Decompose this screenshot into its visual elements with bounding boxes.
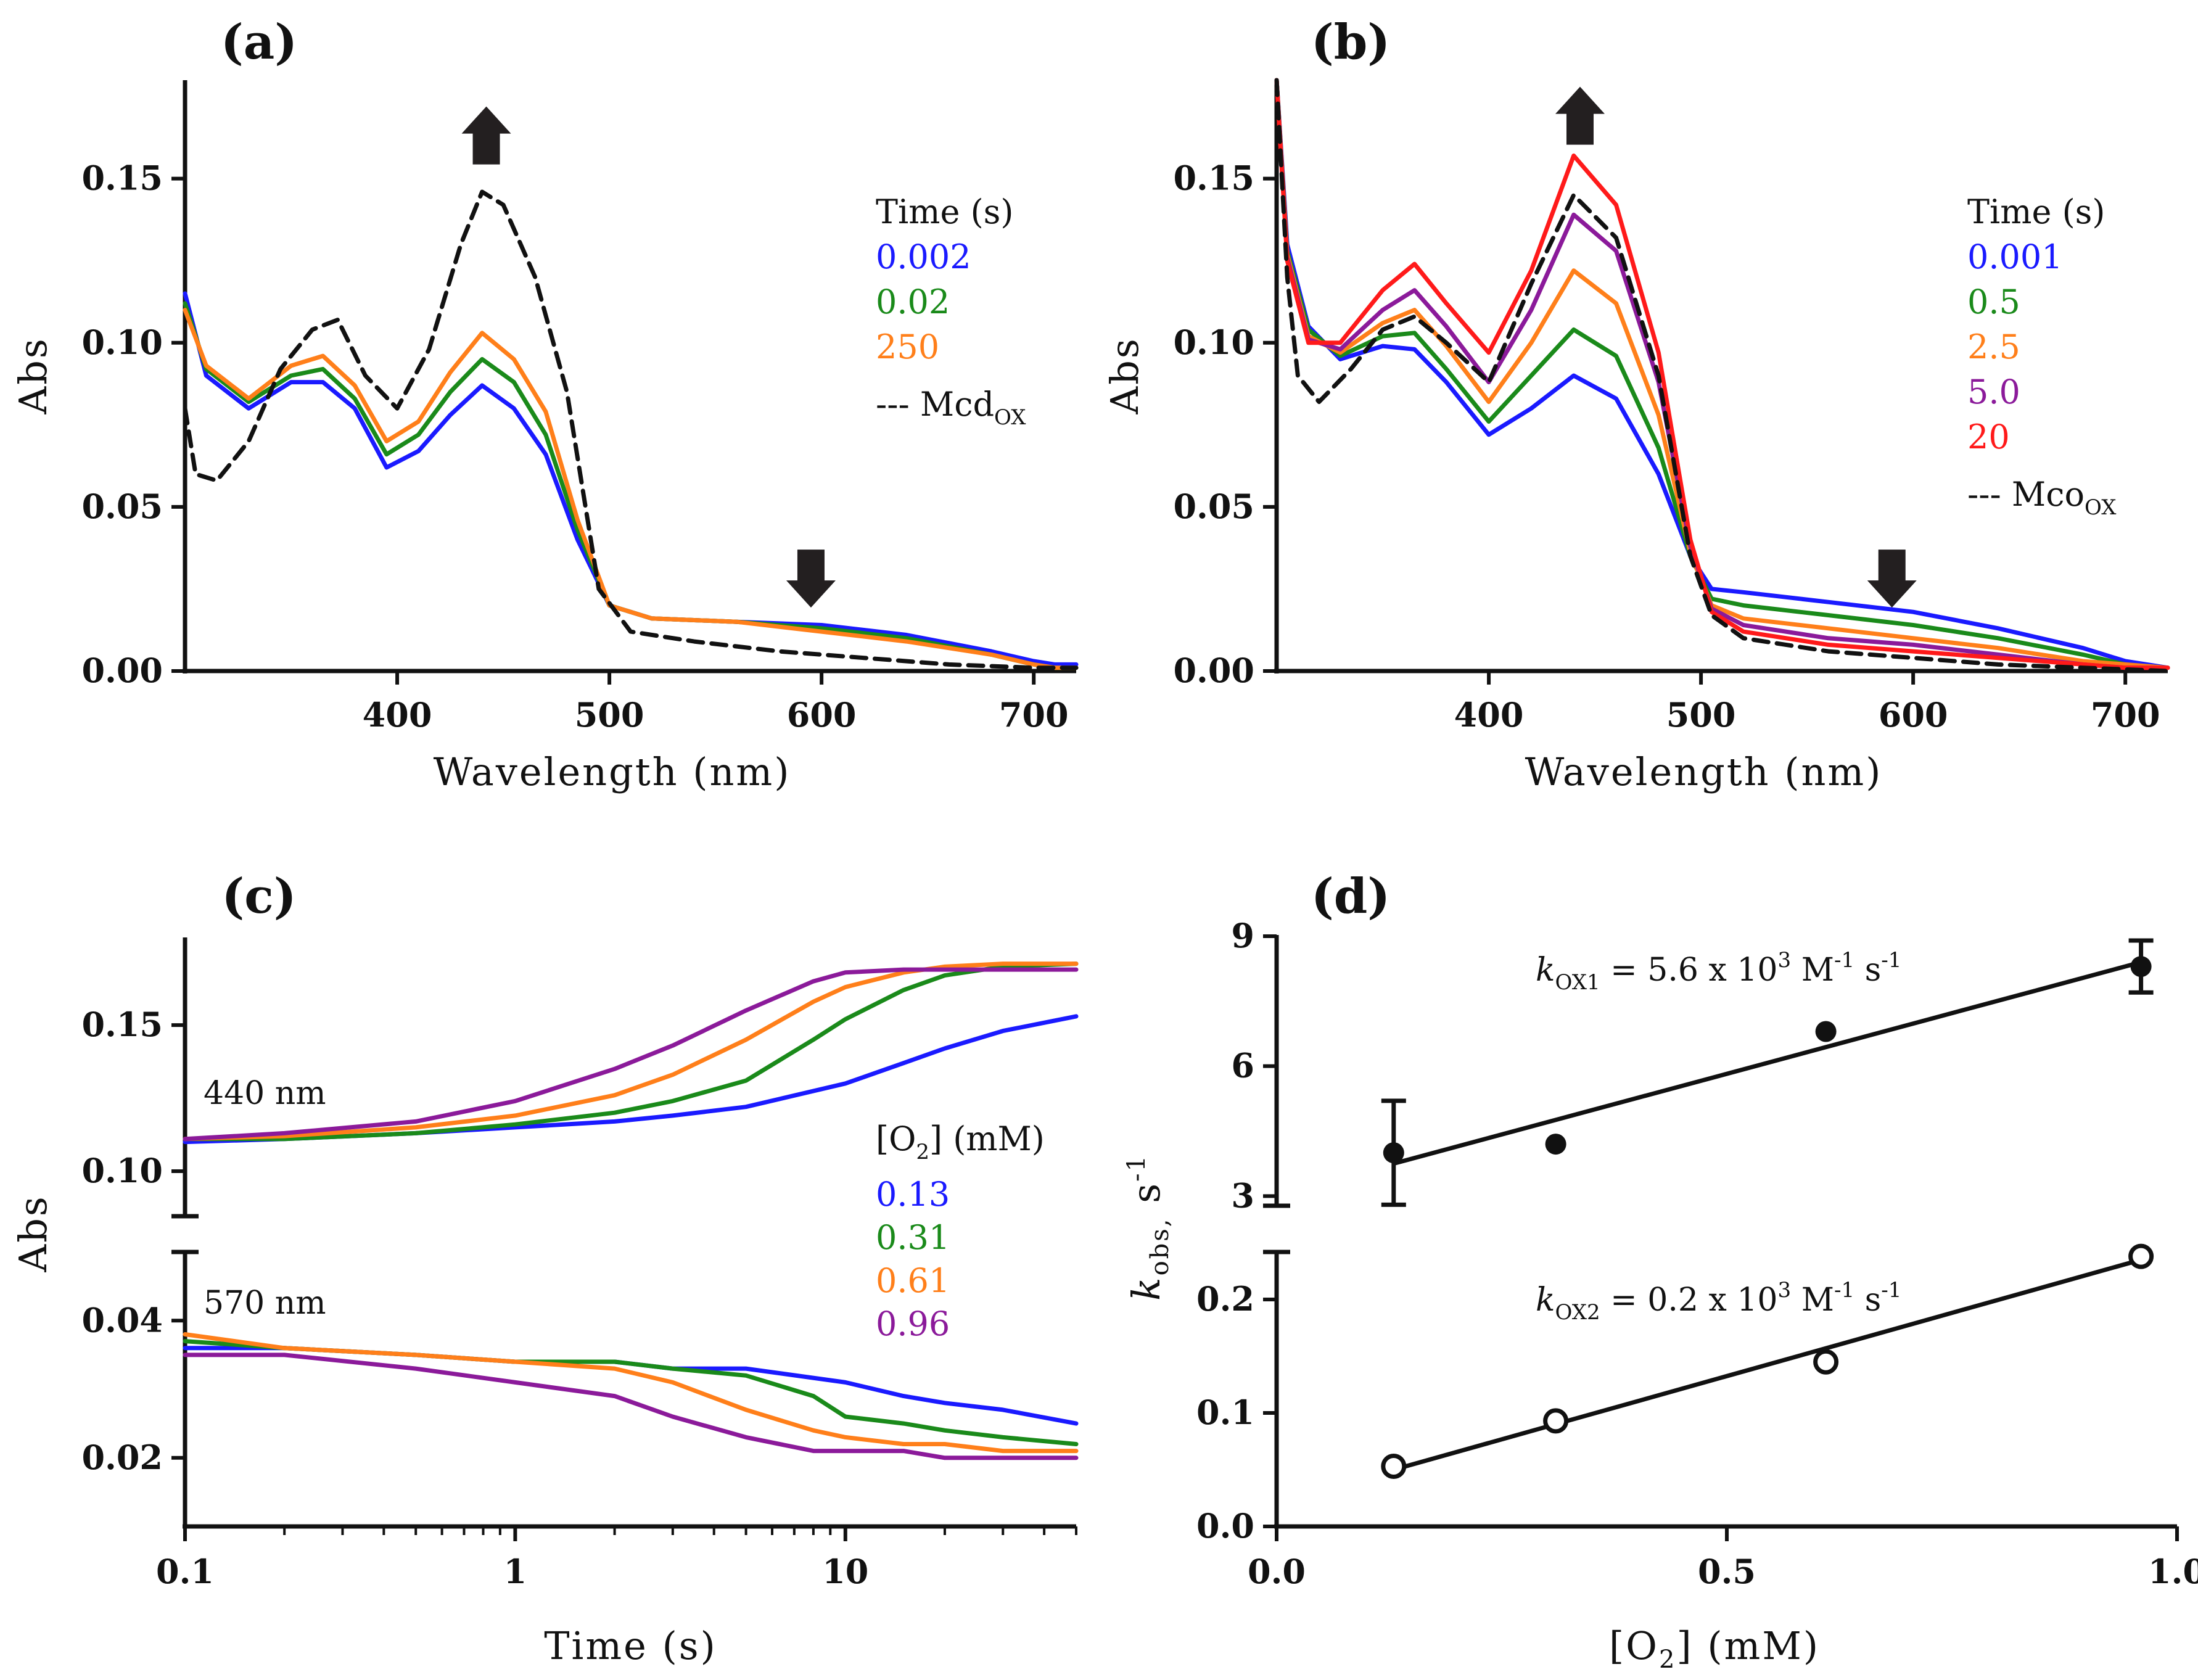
series-line-570 xyxy=(183,1353,1079,1460)
y-axis-label: kobs, s-1 xyxy=(1122,1154,1174,1301)
y-tick-label: 0.0 xyxy=(1196,1506,1254,1546)
data-point xyxy=(1545,1134,1566,1155)
y-tick-label: 0.00 xyxy=(81,651,163,690)
y-axis-label: Abs xyxy=(1102,337,1147,414)
legend-entry: 20 xyxy=(1967,418,2010,456)
wavelength-label: 570 nm xyxy=(204,1285,326,1322)
legend-title: [O2] (mM) xyxy=(876,1119,1045,1164)
series-line-440 xyxy=(183,961,1079,1142)
legend-entry: 0.001 xyxy=(1967,237,2063,276)
panel-c: 0.1 1 10 0.10 0.15 0.02 0.04 440 nm 570 nm (c) Tim… xyxy=(10,868,1079,1668)
legend-entry: 0.61 xyxy=(876,1261,950,1300)
x-axis-label: Wavelength (nm) xyxy=(1525,749,1883,794)
x-tick-label: 600 xyxy=(1879,695,1948,735)
data-point xyxy=(1813,1349,1839,1375)
y-tick-label: 0.15 xyxy=(81,1005,163,1044)
legend-entry: 250 xyxy=(876,327,939,366)
data-point xyxy=(2128,1243,2154,1269)
fit-line xyxy=(1393,960,2142,1166)
y-tick-label: 0.2 xyxy=(1196,1279,1254,1319)
data-point xyxy=(1381,1453,1407,1479)
data-point xyxy=(2130,956,2152,978)
y-tick-label: 0.15 xyxy=(81,159,163,198)
legend-title: Time (s) xyxy=(1967,192,2105,231)
y-tick-label: 0.05 xyxy=(81,487,163,526)
arrow-down-icon xyxy=(786,550,836,608)
x-tick-label: 0.0 xyxy=(1248,1552,1306,1591)
y-axis-label: Abs xyxy=(10,337,56,414)
x-tick-label: 500 xyxy=(1666,695,1736,735)
x-tick-label: 1.0 xyxy=(2148,1552,2198,1591)
series-line xyxy=(1274,78,2170,670)
x-tick-label: 0.1 xyxy=(156,1552,214,1591)
panel-d: 0.0 0.5 1.0 3 6 9 0.0 0.1 0.2 (d) [O2] (mM) kobs, s… xyxy=(1122,868,2198,1674)
series-line xyxy=(183,308,1079,670)
series-line-570 xyxy=(183,1332,1079,1454)
y-tick-label: 0.05 xyxy=(1173,487,1254,526)
y-tick-label: 0.02 xyxy=(81,1438,163,1477)
panel-a: 400 500 600 700 0.00 0.05 0.10 0.15 (a) Wavelengt… xyxy=(10,14,1079,794)
legend-entry: 5.0 xyxy=(1967,373,2020,411)
x-tick-label: 700 xyxy=(999,695,1069,735)
y-tick-label: 0.10 xyxy=(81,323,163,362)
legend-entry: 0.5 xyxy=(1967,282,2020,321)
arrow-down-icon xyxy=(1867,550,1917,608)
y-tick-label: 0.04 xyxy=(81,1300,163,1340)
series-line xyxy=(183,291,1079,667)
x-tick-label: 1 xyxy=(504,1552,527,1591)
x-axis-label: Wavelength (nm) xyxy=(434,749,791,794)
x-tick-label: 700 xyxy=(2091,695,2160,735)
data-point xyxy=(1815,1021,1837,1042)
panel-label: (c) xyxy=(221,868,296,924)
legend-entry: 0.31 xyxy=(876,1218,950,1257)
series-line-440 xyxy=(183,961,1079,1142)
legend-entry: 0.02 xyxy=(876,282,950,321)
legend-entry: --- McoOX xyxy=(1967,475,2117,520)
legend-entry: 0.002 xyxy=(876,237,971,276)
y-tick-label: 0.00 xyxy=(1173,651,1254,690)
series-line xyxy=(1274,78,2170,673)
panel-label: (d) xyxy=(1311,868,1390,924)
arrow-up-icon xyxy=(461,106,511,165)
x-tick-label: 0.5 xyxy=(1698,1552,1756,1591)
x-axis-label: Time (s) xyxy=(544,1623,717,1668)
x-tick-label: 400 xyxy=(1454,695,1524,735)
y-tick-label: 9 xyxy=(1231,916,1254,955)
rate-equation: kOX1 = 5.6 x 103 M-1 s-1 xyxy=(1536,948,1901,995)
y-tick-label: 3 xyxy=(1231,1176,1254,1215)
fit-line xyxy=(1393,1258,2142,1472)
wavelength-label: 440 nm xyxy=(204,1075,326,1112)
y-tick-label: 0.15 xyxy=(1173,159,1254,198)
series-line xyxy=(1274,78,2170,670)
panel-b: 400 500 600 700 0.00 0.05 0.10 0.15 (b) Wavelengt… xyxy=(1102,14,2170,794)
legend-title: Time (s) xyxy=(876,192,1013,231)
series-line xyxy=(1274,78,2170,670)
panel-label: (b) xyxy=(1311,14,1390,70)
y-tick-label: 0.10 xyxy=(1173,323,1254,362)
legend-entry: 2.5 xyxy=(1967,327,2020,366)
y-tick-label: 0.10 xyxy=(81,1151,163,1190)
y-axis-label: Abs xyxy=(10,1195,56,1272)
series-line xyxy=(1274,78,2170,670)
rate-equation: kOX2 = 0.2 x 103 M-1 s-1 xyxy=(1536,1278,1901,1325)
x-tick-label: 500 xyxy=(575,695,644,735)
data-point xyxy=(1383,1142,1404,1164)
legend-entry: 0.96 xyxy=(876,1304,950,1343)
x-tick-label: 400 xyxy=(363,695,432,735)
y-tick-label: 0.1 xyxy=(1196,1393,1254,1432)
arrow-up-icon xyxy=(1555,86,1605,145)
legend-entry: 0.13 xyxy=(876,1175,950,1214)
x-tick-label: 10 xyxy=(822,1552,868,1591)
x-tick-label: 600 xyxy=(787,695,857,735)
legend-entry: --- McdOX xyxy=(876,385,1026,430)
series-line xyxy=(183,189,1079,670)
x-axis-label: [O2] (mM) xyxy=(1609,1623,1820,1674)
y-tick-label: 6 xyxy=(1231,1046,1254,1085)
panel-label: (a) xyxy=(221,14,297,70)
series-line xyxy=(1274,78,2170,670)
series-line-440 xyxy=(183,967,1079,1142)
data-point xyxy=(1543,1408,1569,1434)
